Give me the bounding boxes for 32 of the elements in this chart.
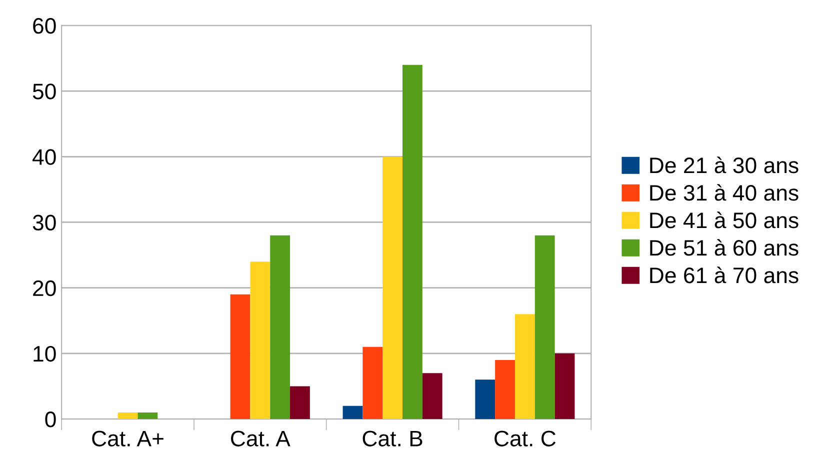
bar	[290, 386, 310, 420]
x-tick-label: Cat. A+	[92, 430, 164, 446]
y-tick-label: 10	[34, 346, 56, 362]
y-tick-label: 60	[33, 18, 56, 34]
x-tick-label: Cat. A	[231, 430, 290, 446]
legend-label: De 31 à 40 ans	[650, 184, 798, 201]
x-tick-label: Cat. C	[494, 430, 556, 446]
y-tick-label: 20	[33, 280, 56, 296]
bar	[230, 294, 250, 420]
bar	[534, 235, 555, 420]
bar	[342, 406, 363, 420]
legend-label: De 41 à 50 ans	[650, 212, 798, 228]
bar	[382, 156, 402, 420]
y-tick-label: 0	[45, 412, 56, 428]
bar	[554, 353, 575, 420]
legend-label: De 51 à 60 ans	[650, 239, 798, 256]
y-tick-label: 50	[32, 84, 56, 100]
bar	[250, 262, 270, 420]
bar	[118, 412, 138, 420]
bar	[270, 235, 290, 420]
bar	[138, 412, 158, 420]
bar	[475, 380, 496, 420]
y-tick-label: 30	[32, 214, 56, 231]
y-tick-label: 40	[32, 149, 56, 165]
bar	[402, 64, 422, 420]
bar	[495, 360, 515, 420]
bar	[422, 373, 442, 420]
bar	[514, 314, 535, 420]
legend-label: De 61 à 70 ans	[650, 266, 798, 284]
x-tick-label: Cat. B	[362, 430, 422, 446]
legend-label: De 21 à 30 ans	[650, 156, 798, 174]
bar	[362, 346, 383, 420]
